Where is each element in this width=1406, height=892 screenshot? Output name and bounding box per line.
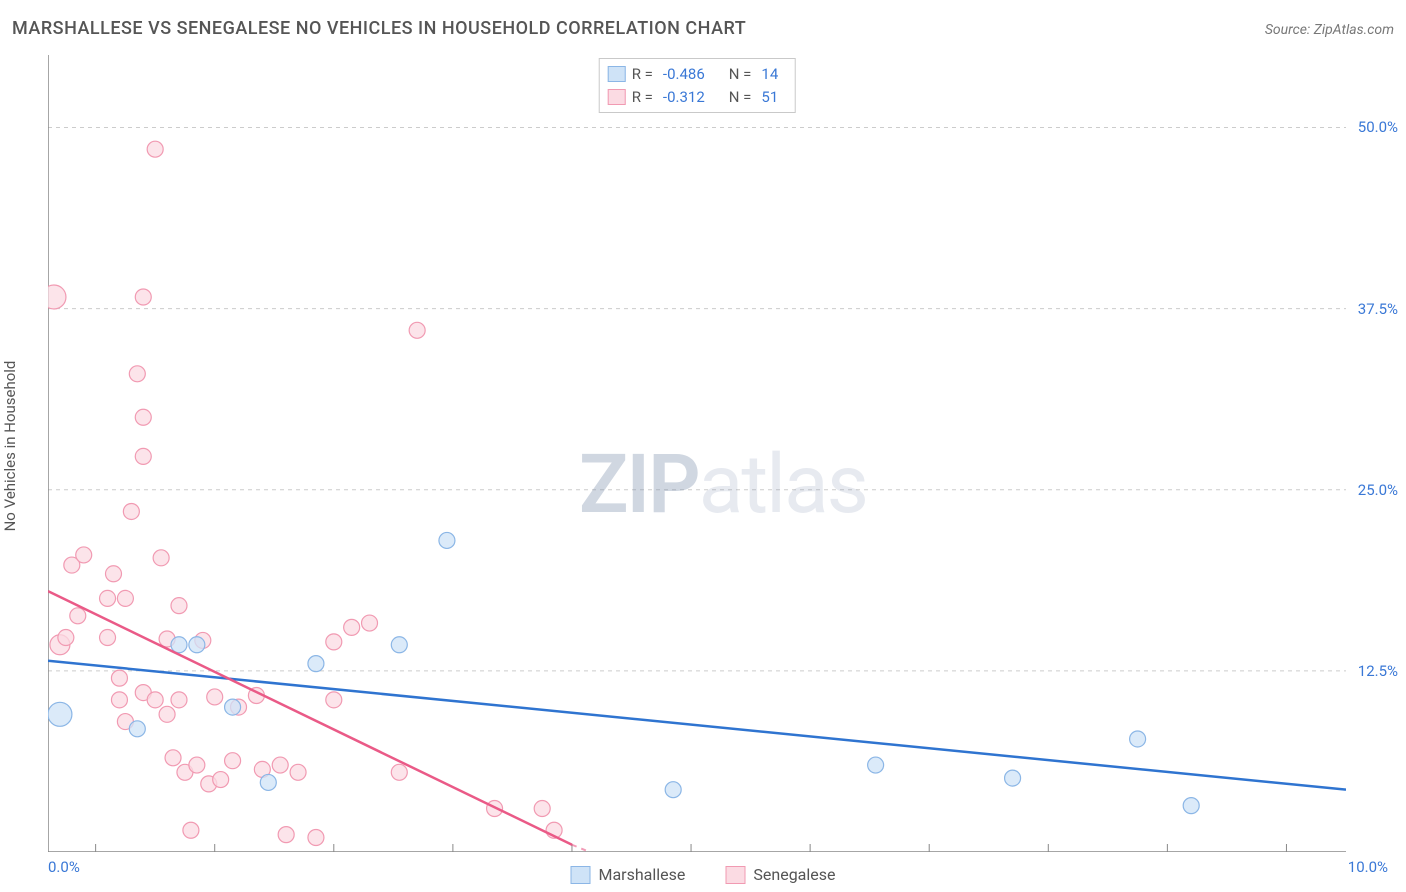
marshallese-r-value: -0.486: [663, 63, 705, 86]
legend-item-senegalese: Senegalese: [725, 865, 835, 884]
stats-row-senegalese: R = -0.312 N = 51: [608, 86, 783, 109]
x-tick-min: 0.0%: [48, 858, 80, 876]
senegalese-legend-swatch-icon: [725, 866, 745, 884]
y-tick-label: 37.5%: [1358, 300, 1398, 318]
stats-box: R = -0.486 N = 14 R = -0.312 N = 51: [599, 58, 796, 113]
stats-n-label: N =: [729, 86, 752, 109]
stats-n-label: N =: [729, 63, 752, 86]
y-tick-label: 12.5%: [1358, 662, 1398, 680]
legend-label-marshallese: Marshallese: [599, 865, 686, 884]
senegalese-n-value: 51: [761, 86, 778, 109]
source-label: Source: ZipAtlas.com: [1265, 22, 1394, 38]
scatter-chart: [48, 55, 1346, 852]
legend-item-marshallese: Marshallese: [571, 865, 686, 884]
stats-r-label: R =: [632, 63, 653, 86]
legend-label-senegalese: Senegalese: [753, 865, 835, 884]
chart-title: MARSHALLESE VS SENEGALESE NO VEHICLES IN…: [12, 18, 746, 39]
x-tick-max: 10.0%: [1348, 858, 1388, 876]
marshallese-swatch-icon: [608, 66, 626, 82]
y-tick-label: 50.0%: [1358, 118, 1398, 136]
stats-r-label: R =: [632, 86, 653, 109]
senegalese-r-value: -0.312: [663, 86, 705, 109]
plot-area: R = -0.486 N = 14 R = -0.312 N = 51 ZIPa…: [48, 55, 1346, 852]
y-axis-label: No Vehicles in Household: [1, 361, 19, 532]
senegalese-swatch-icon: [608, 89, 626, 105]
bottom-legend: Marshallese Senegalese: [571, 865, 836, 884]
stats-row-marshallese: R = -0.486 N = 14: [608, 63, 783, 86]
y-tick-label: 25.0%: [1358, 481, 1398, 499]
marshallese-n-value: 14: [761, 63, 778, 86]
title-bar: MARSHALLESE VS SENEGALESE NO VEHICLES IN…: [12, 18, 1394, 39]
marshallese-legend-swatch-icon: [571, 866, 591, 884]
